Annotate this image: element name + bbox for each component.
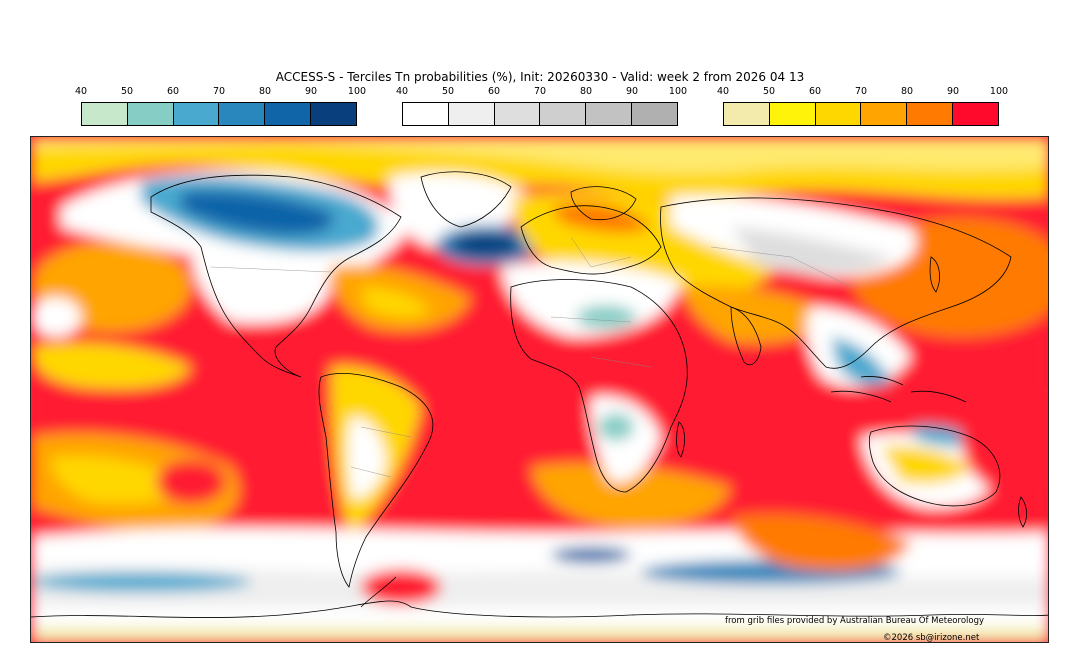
tick-label: 90 bbox=[304, 86, 318, 97]
legend-ticks-below: 40 50 60 70 80 90 100 bbox=[75, 86, 381, 98]
tick-label: 50 bbox=[441, 86, 455, 97]
color-swatch bbox=[953, 103, 998, 125]
tick-label: 70 bbox=[854, 86, 868, 97]
color-swatch bbox=[82, 103, 128, 125]
tick-label: 50 bbox=[762, 86, 776, 97]
color-swatch bbox=[586, 103, 633, 125]
tick-label: 40 bbox=[716, 86, 730, 97]
tick-label: 60 bbox=[487, 86, 501, 97]
colorbar bbox=[402, 102, 678, 126]
color-swatch bbox=[403, 103, 449, 125]
colorbar bbox=[723, 102, 999, 126]
map-canvas bbox=[31, 137, 1048, 642]
tick-label: 60 bbox=[808, 86, 822, 97]
tick-label: 80 bbox=[579, 86, 593, 97]
color-swatch bbox=[769, 103, 816, 125]
tick-label: 90 bbox=[946, 86, 960, 97]
color-swatch bbox=[311, 103, 356, 125]
color-swatch bbox=[448, 103, 495, 125]
tick-label: 70 bbox=[212, 86, 226, 97]
tick-label: 100 bbox=[989, 86, 1009, 97]
color-swatch bbox=[724, 103, 770, 125]
tick-label: 100 bbox=[668, 86, 688, 97]
color-swatch bbox=[127, 103, 174, 125]
tick-label: 70 bbox=[533, 86, 547, 97]
map-title: ACCESS-S - Terciles Tn probabilities (%)… bbox=[275, 70, 805, 84]
color-swatch bbox=[494, 103, 541, 125]
tick-label: 40 bbox=[395, 86, 409, 97]
probability-field bbox=[31, 137, 1048, 642]
data-source-credit: from grib files provided by Australian B… bbox=[725, 616, 985, 626]
legend-ticks-above: 40 50 60 70 80 90 100 bbox=[717, 86, 1023, 98]
country-borders bbox=[210, 236, 852, 478]
legend-normal bbox=[402, 102, 678, 126]
tick-label: 60 bbox=[166, 86, 180, 97]
legend-above-normal bbox=[723, 102, 999, 126]
tick-label: 90 bbox=[625, 86, 639, 97]
color-swatch bbox=[173, 103, 220, 125]
legend-below-normal bbox=[81, 102, 357, 126]
tick-label: 100 bbox=[347, 86, 367, 97]
color-swatch bbox=[540, 103, 587, 125]
color-swatch bbox=[861, 103, 908, 125]
color-swatch bbox=[265, 103, 312, 125]
tick-label: 80 bbox=[258, 86, 272, 97]
color-swatch bbox=[907, 103, 954, 125]
copyright-credit: ©2026 sb@irizone.net bbox=[883, 633, 980, 643]
color-swatch bbox=[219, 103, 266, 125]
tick-label: 50 bbox=[120, 86, 134, 97]
tick-label: 80 bbox=[900, 86, 914, 97]
tick-label: 40 bbox=[74, 86, 88, 97]
color-swatch bbox=[632, 103, 677, 125]
color-swatch bbox=[815, 103, 862, 125]
legend-ticks-normal: 40 50 60 70 80 90 100 bbox=[396, 86, 702, 98]
coastlines bbox=[31, 171, 1048, 618]
colorbar bbox=[81, 102, 357, 126]
world-probability-map bbox=[30, 136, 1049, 643]
